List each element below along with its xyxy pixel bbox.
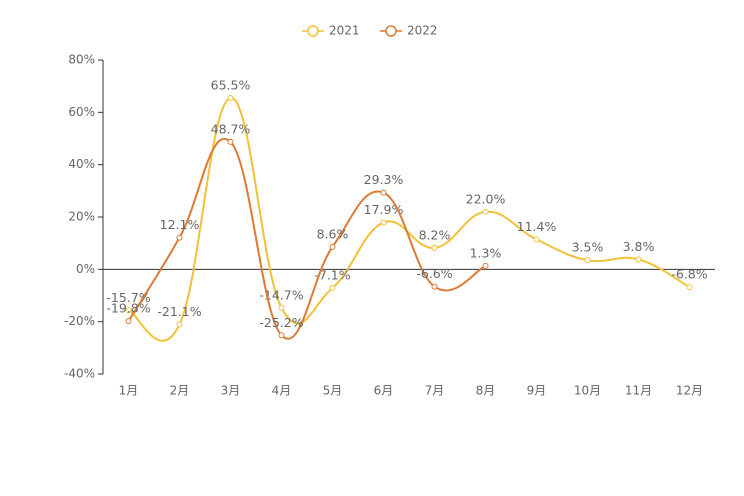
point (278, 332, 285, 339)
y-tick-label: 0% (76, 262, 95, 276)
point (431, 244, 438, 251)
point (482, 208, 489, 215)
x-tick-label: 2月 (170, 384, 190, 398)
value-label: -21.1% (157, 304, 201, 319)
y-tick-label: 60% (68, 105, 95, 119)
value-label: -14.7% (259, 287, 303, 302)
point (227, 138, 234, 145)
value-label: 3.8% (623, 239, 655, 254)
y-tick-label: 20% (68, 210, 95, 224)
value-label: 8.2% (419, 227, 451, 242)
value-label: -25.2% (259, 315, 303, 330)
point (176, 321, 183, 328)
point (380, 189, 387, 196)
legend-marker (307, 25, 319, 37)
point (227, 94, 234, 101)
point (482, 262, 489, 269)
value-label: 11.4% (517, 219, 557, 234)
x-tick-label: 5月 (323, 384, 343, 398)
y-tick-label: 80% (68, 53, 95, 67)
x-tick-label: 11月 (625, 384, 652, 398)
legend-label: 2022 (407, 24, 438, 38)
value-label: -19.8% (106, 301, 150, 316)
x-tick-label: 7月 (425, 384, 445, 398)
x-tick-label: 12月 (676, 384, 703, 398)
value-label: 3.5% (572, 240, 604, 255)
x-tick-label: 6月 (374, 384, 394, 398)
point (125, 318, 132, 325)
legend-label: 2021 (329, 24, 360, 38)
x-tick-label: 8月 (476, 384, 496, 398)
point (329, 284, 336, 291)
point (686, 284, 693, 291)
point (176, 234, 183, 241)
value-label: 29.3% (364, 172, 404, 187)
series-line (127, 96, 690, 342)
value-label: -15.7% (106, 290, 150, 305)
legend-marker (385, 25, 397, 37)
value-label: 12.1% (160, 217, 200, 232)
value-label: 65.5% (211, 77, 251, 92)
value-label: 22.0% (466, 191, 506, 206)
y-tick-label: -40% (64, 367, 95, 381)
x-tick-label: 1月 (119, 384, 139, 398)
value-label: -7.1% (314, 267, 350, 282)
x-tick-label: 10月 (574, 384, 601, 398)
value-label: 1.3% (470, 245, 502, 260)
x-tick-label: 4月 (272, 384, 292, 398)
point (125, 307, 132, 314)
value-label: -6.6% (416, 266, 452, 281)
y-tick-label: 40% (68, 157, 95, 171)
x-tick-label: 3月 (221, 384, 241, 398)
y-tick-label: -20% (64, 314, 95, 328)
point (380, 219, 387, 226)
point (584, 257, 591, 264)
value-label: -6.8% (671, 267, 707, 282)
value-label: 48.7% (211, 121, 251, 136)
point (329, 243, 336, 250)
value-label: 8.6% (317, 226, 349, 241)
point (533, 236, 540, 243)
x-tick-label: 9月 (527, 384, 547, 398)
series-line (127, 138, 486, 340)
point (278, 304, 285, 311)
point (635, 256, 642, 263)
value-label: 17.9% (364, 202, 404, 217)
point (431, 283, 438, 290)
